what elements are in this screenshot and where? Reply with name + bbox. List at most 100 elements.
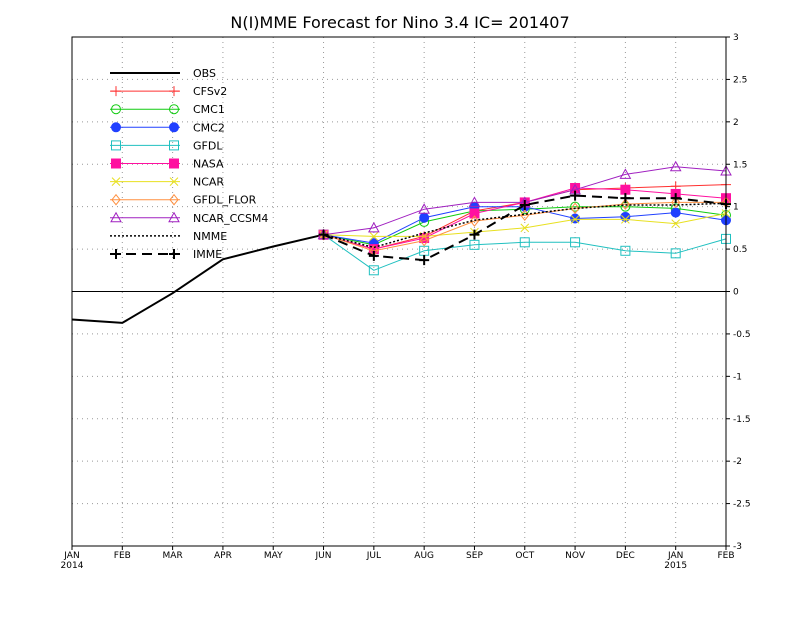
data-point-cmc2 xyxy=(570,213,581,224)
legend-marker-gfdl xyxy=(111,140,121,151)
data-point-gfdl-flor xyxy=(318,228,329,241)
y-tick-label: 1.5 xyxy=(733,160,747,170)
y-tick-label: 1 xyxy=(733,203,739,213)
y-tick-label: 3 xyxy=(733,33,739,43)
data-point-ncar-ccsm4 xyxy=(367,221,380,233)
x-tick-label: JAN xyxy=(667,551,683,561)
data-point-imme xyxy=(469,229,480,240)
y-tick-label: 2 xyxy=(733,118,739,128)
legend-entry-nmme: NMME xyxy=(110,230,227,243)
legend-label-gfdl-flor: GFDL_FLOR xyxy=(193,194,257,207)
series-line-gfdl xyxy=(323,234,727,271)
legend-marker-cmc2 xyxy=(111,122,121,133)
legend-marker-nasa xyxy=(169,158,179,169)
legend-entry-ncar: NCAR xyxy=(110,176,224,189)
data-point-gfdl-flor xyxy=(620,198,631,210)
x-tick-label: APR xyxy=(214,551,232,561)
y-tick-label: 0 xyxy=(733,288,739,298)
data-point-ncar xyxy=(621,215,630,224)
x-tick-label: OCT xyxy=(515,551,534,561)
x-tick-label: JUN xyxy=(315,551,332,561)
legend-marker-gfdl-flor xyxy=(169,193,179,206)
data-point-imme xyxy=(318,229,329,240)
data-point-gfdl xyxy=(620,245,631,256)
series-obs xyxy=(71,233,324,324)
chart-title: N(I)MME Forecast for Nino 3.4 IC= 201407 xyxy=(230,13,569,32)
data-point-ncar-ccsm4 xyxy=(418,203,431,214)
legend-label-cmc2: CMC2 xyxy=(193,121,225,134)
data-point-gfdl xyxy=(368,265,379,276)
y-tick-label: -2.5 xyxy=(733,500,751,510)
legend-entry-ncar-ccsm4: NCAR_CCSM4 xyxy=(110,211,268,225)
x-tick-label: FEB xyxy=(114,551,131,561)
y-tick-label: -3 xyxy=(733,542,742,552)
data-point-cmc2 xyxy=(419,212,430,223)
y-tick-label: -1 xyxy=(733,372,742,382)
legend-marker-ncar xyxy=(169,177,179,186)
legend-label-nmme: NMME xyxy=(193,230,227,243)
legend-marker-cfsv2 xyxy=(169,86,179,97)
legend: OBS CFSv2 CMC1 CMC2 GFDL NASA NCAR GFDL_FLOR NCA… xyxy=(110,67,268,261)
legend-label-imme: IMME xyxy=(193,248,222,261)
legend-label-gfdl: GFDL xyxy=(193,139,223,152)
series-group xyxy=(71,160,732,324)
legend-entry-gfdl: GFDL xyxy=(110,139,223,152)
legend-marker-nasa xyxy=(111,158,121,169)
data-point-gfdl-flor xyxy=(419,234,429,247)
data-point-gfdl xyxy=(670,248,681,259)
series-line-obs xyxy=(71,233,324,324)
data-point-ncar-ccsm4 xyxy=(468,196,481,207)
x-tick-label: MAR xyxy=(163,551,183,561)
legend-marker-cmc1 xyxy=(111,104,121,115)
legend-label-ncar: NCAR xyxy=(193,176,224,189)
data-point-ncar-ccsm4 xyxy=(619,168,632,179)
legend-marker-ncar-ccsm4 xyxy=(110,211,122,223)
data-point-ncar xyxy=(520,223,530,233)
x-year-label: 2014 xyxy=(61,561,84,571)
legend-label-ncar-ccsm4: NCAR_CCSM4 xyxy=(193,212,268,225)
y-tick-label: -2 xyxy=(733,457,742,467)
legend-marker-gfdl xyxy=(169,140,179,151)
y-tick-label: -0.5 xyxy=(733,330,751,340)
legend-label-cmc1: CMC1 xyxy=(193,103,225,116)
legend-entry-imme: IMME xyxy=(110,248,222,261)
data-point-gfdl-flor xyxy=(671,196,681,209)
series-line-nmme xyxy=(323,202,727,249)
x-tick-label: JUL xyxy=(366,551,381,561)
legend-label-obs: OBS xyxy=(193,67,216,80)
data-point-imme xyxy=(368,250,379,261)
data-point-imme xyxy=(419,255,430,266)
legend-label-nasa: NASA xyxy=(193,158,224,171)
legend-entry-obs: OBS xyxy=(110,67,216,80)
legend-marker-cmc1 xyxy=(169,104,179,115)
axes: JAN FEB MAR APR MAY JUN JUL AUG SEP OCT NOV DEC JAN F… xyxy=(61,33,751,571)
x-tick-label: SEP xyxy=(466,551,483,561)
x-year-label: 2015 xyxy=(664,561,687,571)
data-point-imme xyxy=(620,193,631,204)
legend-entry-nasa: NASA xyxy=(110,158,224,171)
y-tick-label: -1.5 xyxy=(733,415,751,425)
legend-entry-cmc1: CMC1 xyxy=(110,103,225,116)
series-gfdl-flor xyxy=(318,196,731,257)
series-line-gfdl-flor xyxy=(323,201,726,252)
legend-marker-ncar xyxy=(111,177,121,186)
data-point-imme xyxy=(570,190,581,201)
legend-entry-cmc2: CMC2 xyxy=(110,121,225,134)
legend-marker-ncar-ccsm4 xyxy=(168,211,180,223)
data-point-imme xyxy=(670,193,681,204)
x-tick-label: AUG xyxy=(414,551,434,561)
data-point-cmc1 xyxy=(570,201,581,212)
legend-marker-cfsv2 xyxy=(111,86,121,97)
x-tick-label: FEB xyxy=(717,551,734,561)
data-point-ncar xyxy=(570,215,580,224)
data-point-ncar xyxy=(671,219,681,228)
data-point-gfdl-flor xyxy=(469,215,480,227)
y-tick-label: 0.5 xyxy=(733,245,747,255)
x-tick-label: JAN xyxy=(63,551,79,561)
series-nmme xyxy=(323,202,727,249)
y-tick-label: 2.5 xyxy=(733,75,747,85)
legend-marker-imme xyxy=(169,249,179,259)
data-point-gfdl xyxy=(469,239,480,250)
series-nasa xyxy=(318,183,731,255)
